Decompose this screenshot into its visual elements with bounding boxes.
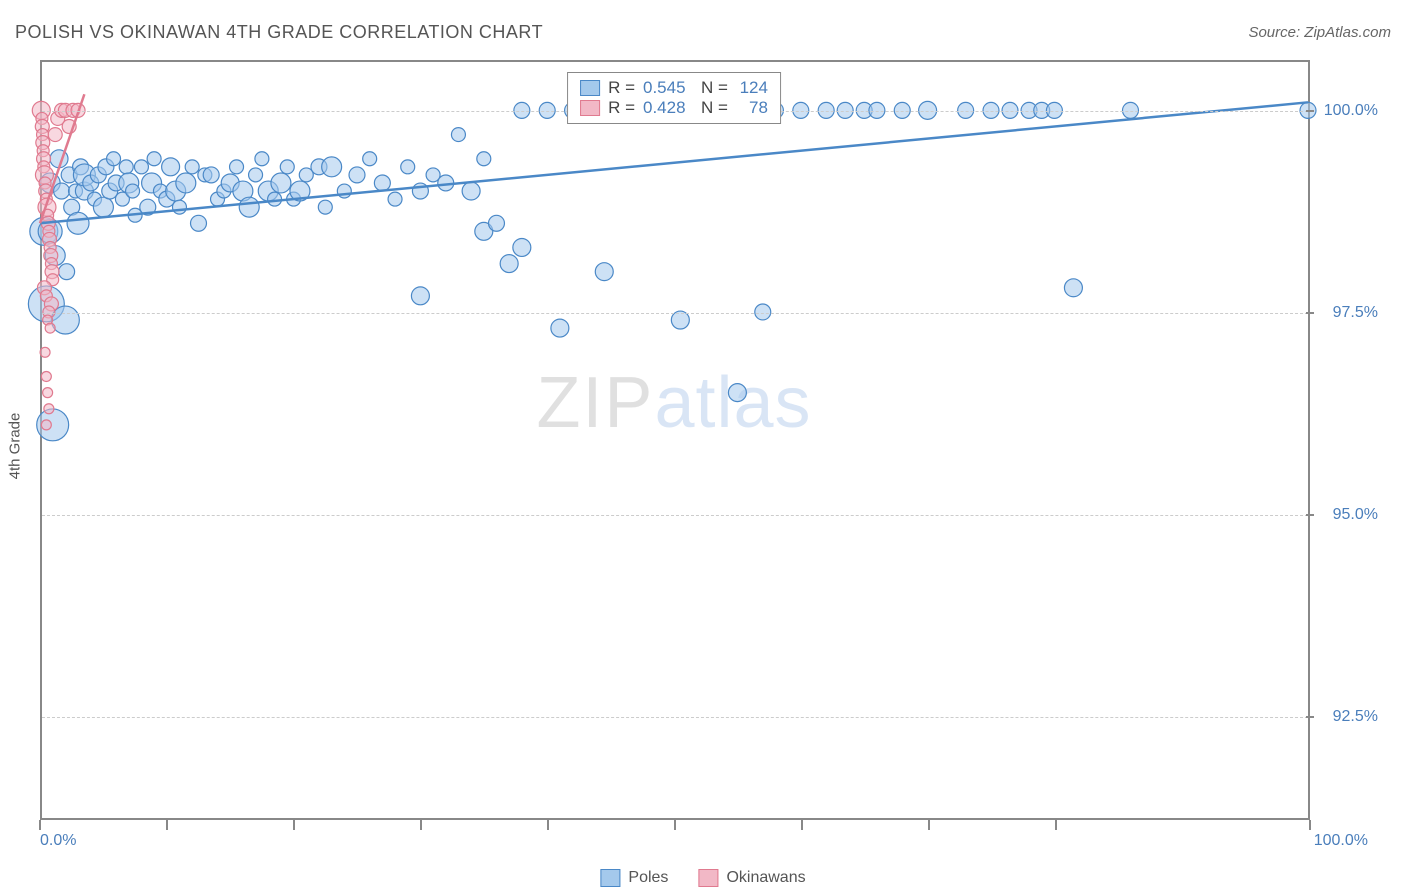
- data-point: [45, 323, 55, 333]
- ytick-mark: [1306, 716, 1314, 718]
- data-point: [363, 152, 377, 166]
- ytick-mark: [1306, 312, 1314, 314]
- data-point: [51, 306, 79, 334]
- data-point: [119, 160, 133, 174]
- data-point: [172, 200, 186, 214]
- data-point: [271, 173, 291, 193]
- data-point: [268, 192, 282, 206]
- n-label: N =: [701, 78, 728, 98]
- legend: Poles Okinawans: [600, 869, 805, 887]
- legend-item-okinawans: Okinawans: [698, 869, 805, 887]
- data-point: [93, 197, 113, 217]
- ytick-mark: [1306, 110, 1314, 112]
- correlation-stats-box: R = 0.545 N = 124 R = 0.428 N = 78: [567, 72, 781, 124]
- xtick-mark: [293, 820, 295, 830]
- data-point: [43, 388, 53, 398]
- legend-swatch-poles-icon: [600, 869, 620, 887]
- r-value-poles: 0.545: [643, 78, 693, 98]
- xtick-mark: [166, 820, 168, 830]
- data-point: [203, 167, 219, 183]
- data-point: [322, 157, 342, 177]
- data-point: [44, 404, 54, 414]
- data-point: [280, 160, 294, 174]
- gridline-h: [42, 313, 1308, 314]
- data-point: [500, 255, 518, 273]
- data-point: [239, 197, 259, 217]
- data-point: [162, 158, 180, 176]
- data-point: [41, 420, 51, 430]
- data-point: [374, 175, 390, 191]
- legend-label-poles: Poles: [628, 869, 668, 887]
- xtick-mark: [928, 820, 930, 830]
- data-point: [411, 287, 429, 305]
- data-point: [107, 152, 121, 166]
- data-point: [41, 372, 51, 382]
- chart-title: POLISH VS OKINAWAN 4TH GRADE CORRELATION…: [15, 22, 543, 43]
- stats-row-okinawans: R = 0.428 N = 78: [580, 98, 768, 118]
- data-point: [67, 212, 89, 234]
- scatter-plot-svg: [40, 62, 1308, 820]
- x-axis-start-label: 0.0%: [40, 832, 76, 850]
- xtick-mark: [547, 820, 549, 830]
- xtick-mark: [39, 820, 41, 830]
- legend-item-poles: Poles: [600, 869, 668, 887]
- data-point: [671, 311, 689, 329]
- n-value-poles: 124: [736, 78, 768, 98]
- data-point: [513, 238, 531, 256]
- data-point: [728, 384, 746, 402]
- ytick-label: 97.5%: [1318, 304, 1378, 322]
- swatch-poles-icon: [580, 80, 600, 96]
- data-point: [255, 152, 269, 166]
- legend-swatch-okinawans-icon: [698, 869, 718, 887]
- xtick-mark: [1309, 820, 1311, 830]
- data-point: [595, 263, 613, 281]
- data-point: [451, 128, 465, 142]
- xtick-mark: [1055, 820, 1057, 830]
- data-point: [551, 319, 569, 337]
- data-point: [48, 128, 62, 142]
- ytick-mark: [1306, 514, 1314, 516]
- gridline-h: [42, 717, 1308, 718]
- data-point: [249, 168, 263, 182]
- data-point: [134, 160, 148, 174]
- data-point: [40, 347, 50, 357]
- data-point: [388, 192, 402, 206]
- chart-plot-area: ZIPatlas 100.0%97.5%95.0%92.5% 0.0% 100.…: [40, 60, 1310, 820]
- data-point: [401, 160, 415, 174]
- data-point: [230, 160, 244, 174]
- data-point: [54, 183, 70, 199]
- data-point: [147, 152, 161, 166]
- data-point: [318, 200, 332, 214]
- gridline-h: [42, 515, 1308, 516]
- n-value-okinawans: 78: [736, 98, 768, 118]
- ytick-label: 92.5%: [1318, 708, 1378, 726]
- xtick-mark: [674, 820, 676, 830]
- data-point: [59, 264, 75, 280]
- r-value-okinawans: 0.428: [643, 98, 693, 118]
- data-point: [349, 167, 365, 183]
- data-point: [126, 184, 140, 198]
- data-point: [477, 152, 491, 166]
- y-axis-title: 4th Grade: [7, 413, 24, 480]
- data-point: [1064, 279, 1082, 297]
- data-point: [176, 173, 196, 193]
- x-axis-end-label: 100.0%: [1314, 832, 1368, 850]
- n-label: N =: [701, 98, 728, 118]
- legend-label-okinawans: Okinawans: [726, 869, 805, 887]
- r-label: R =: [608, 98, 635, 118]
- r-label: R =: [608, 78, 635, 98]
- swatch-okinawans-icon: [580, 100, 600, 116]
- source-attribution: Source: ZipAtlas.com: [1248, 24, 1391, 41]
- xtick-mark: [420, 820, 422, 830]
- stats-row-poles: R = 0.545 N = 124: [580, 78, 768, 98]
- ytick-label: 100.0%: [1318, 102, 1378, 120]
- xtick-mark: [801, 820, 803, 830]
- data-point: [185, 160, 199, 174]
- data-point: [191, 215, 207, 231]
- data-point: [462, 182, 480, 200]
- ytick-label: 95.0%: [1318, 506, 1378, 524]
- data-point: [488, 215, 504, 231]
